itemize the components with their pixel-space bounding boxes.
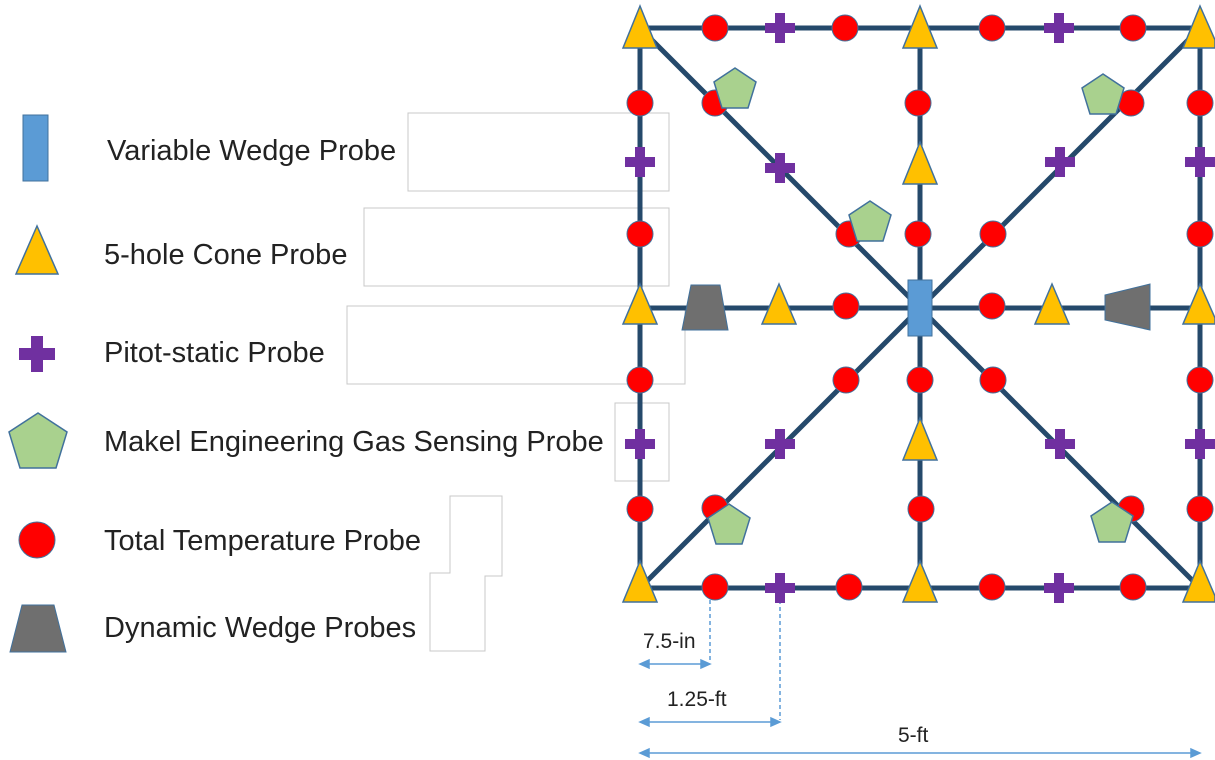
dimension-lines [638,600,1202,759]
temperature-probe-marker [701,14,729,42]
pitot-static-probes [625,13,1215,603]
cone-probe-marker [901,416,939,461]
cone-probe-marker [1181,282,1215,325]
gas-sensing-probe-icon [8,412,68,469]
legend-label-pitot-static: Pitot-static Probe [104,337,325,369]
legend-label-gas-sensing: Makel Engineering Gas Sensing Probe [104,426,604,458]
pitot-static-probe-marker [1044,13,1074,43]
temperature-probe-marker [906,366,934,394]
legend: Variable Wedge Probe 5-hole Cone Probe P… [8,114,604,653]
cone-probe-marker [621,559,659,603]
cone-probe-marker [901,559,939,603]
gas-sensing-probe-marker [848,200,892,242]
cone-probe-icon [14,224,60,275]
pitot-static-probe-marker [1044,573,1074,603]
pitot-static-probe-marker [765,429,795,459]
temperature-probe-marker [1186,220,1214,248]
gas-sensing-probe-marker [707,503,751,545]
pitot-static-probe-marker [1185,147,1215,177]
temperature-probe-marker [626,89,654,117]
cone-probe-marker [1181,4,1215,49]
temperature-probe-marker [626,366,654,394]
cone-probes [621,4,1215,603]
temperature-probe-marker [835,573,863,601]
temperature-probe-marker [1186,366,1214,394]
legend-label-dynamic-wedge: Dynamic Wedge Probes [104,612,416,644]
cone-probe-marker [1181,559,1215,603]
temperature-probe-marker [832,292,860,320]
cone-probe-marker [901,140,939,185]
cone-probe-marker [901,4,939,49]
gas-sensing-probe-marker [713,67,757,109]
temperature-probe-marker [831,14,859,42]
cone-probe-marker [760,282,798,325]
temperature-probe-marker [1119,14,1147,42]
temperature-probe-marker [904,220,932,248]
legend-label-total-temperature: Total Temperature Probe [104,525,421,557]
gas-sensing-probe-marker [1090,501,1134,543]
variable-wedge-probe-icon [22,114,49,182]
pitot-static-probe-marker [765,573,795,603]
pitot-static-probe-marker [1185,429,1215,459]
temperature-probe-marker [1186,89,1214,117]
dynamic-wedge-probe-marker [1104,283,1151,331]
pitot-static-probe-marker [1045,147,1075,177]
dimension-label-small: 7.5-in [643,630,696,653]
temperature-probe-marker [907,495,935,523]
temperature-probe-marker [978,292,1006,320]
pitot-static-probe-marker [625,147,655,177]
legend-label-variable-wedge: Variable Wedge Probe [107,135,396,167]
temperature-probe-marker [978,573,1006,601]
pitot-static-probe-marker [625,429,655,459]
temperature-probe-marker [978,14,1006,42]
legend-label-cone-probe: 5-hole Cone Probe [104,239,347,271]
cone-probe-marker [621,282,659,325]
cone-probe-marker [621,4,659,49]
pitot-static-probe-marker [1045,429,1075,459]
dimension-label-medium: 1.25-ft [667,688,727,711]
gas-sensing-probe-marker [1081,73,1125,115]
probe-markers [621,4,1215,603]
temperature-probe-marker [626,220,654,248]
dynamic-wedge-probe-icon [9,604,67,653]
dimension-label-overall: 5-ft [898,724,929,747]
temperature-probe-marker [979,366,1007,394]
pitot-static-probe-marker [765,13,795,43]
temperature-probe-marker [626,495,654,523]
temperature-probe-marker [904,89,932,117]
cone-probe-marker [1033,282,1071,325]
temperature-probe-marker [701,573,729,601]
dynamic-wedge-probes [681,283,1151,331]
variable-wedge-probe-marker [907,279,933,337]
temperature-probe-marker [979,220,1007,248]
temperature-probe-marker [1119,573,1147,601]
pitot-static-probe-marker [765,153,795,183]
gas-sensing-probes [707,67,1134,545]
temperature-probe-marker [1186,495,1214,523]
pitot-static-probe-icon [19,336,55,372]
temperature-probe-marker [832,366,860,394]
dynamic-wedge-probe-marker [681,284,729,331]
total-temperature-probes [626,14,1214,601]
total-temperature-probe-icon [18,521,56,559]
